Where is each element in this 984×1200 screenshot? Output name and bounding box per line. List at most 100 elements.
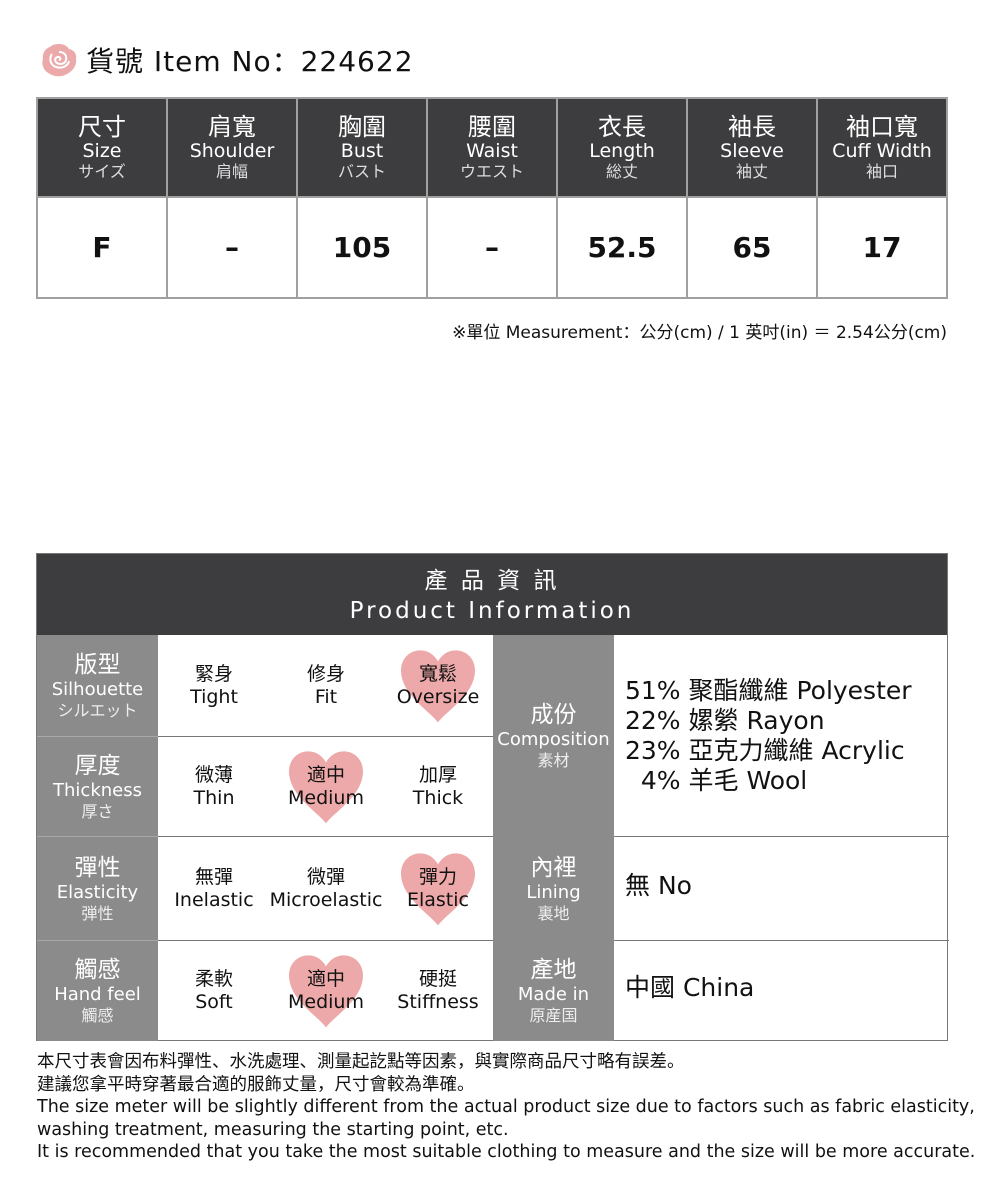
origin-label-zh: 產地: [530, 956, 577, 983]
column-header-jp: バスト: [337, 162, 386, 182]
option-zh: 適中: [306, 764, 345, 787]
attribute-option: 適中 Medium: [270, 941, 382, 1041]
column-header-en: Bust: [340, 140, 384, 163]
attribute-option: 緊身 Tight: [158, 635, 270, 737]
product-info-title-zh: 產 品 資 訊: [424, 568, 560, 594]
column-header: 腰圍 Waist ウエスト: [426, 97, 558, 198]
item-number-title: 貨號 Item No：224622: [40, 40, 414, 80]
attribute-option: 彈力 Elastic: [382, 837, 494, 941]
column-header-zh: 肩寬: [208, 112, 256, 141]
disclaimer-line: washing treatment, measuring the startin…: [37, 1119, 509, 1140]
attribute-label-jp: シルエット: [57, 701, 138, 720]
column-header-en: Sleeve: [720, 140, 784, 163]
attribute-label-en: Thickness: [53, 780, 142, 802]
row-divider: [37, 836, 158, 837]
composition-label-zh: 成份: [530, 701, 577, 728]
selected-heart-icon: [399, 648, 477, 730]
origin-label: 產地 Made in 原産国: [493, 941, 614, 1041]
composition-values: 51% 聚酯纖維 Polyester 22% 嫘縈 Rayon 23% 亞克力纖維 …: [625, 676, 912, 796]
disclaimer-line: 建議您拿平時穿著最合適的服飾丈量，尺寸會較為準確。: [37, 1074, 475, 1095]
measurement-note: ※單位 Measurement：公分(cm) / 1 英吋(in) ＝ 2.54…: [452, 323, 947, 343]
size-value: 52.5: [556, 196, 688, 299]
column-header-en: Waist: [466, 140, 518, 163]
attribute-option: 無彈 Inelastic: [158, 837, 270, 941]
composition-label-jp: 素材: [537, 751, 570, 770]
composition-line: 4% 羊毛 Wool: [625, 766, 808, 795]
product-info-header: 產 品 資 訊 Product Information: [37, 554, 947, 635]
attribute-option: 適中 Medium: [270, 737, 382, 837]
selected-heart-icon: [399, 851, 477, 933]
option-zh: 修身: [306, 663, 345, 686]
option-en: Elastic: [406, 889, 469, 911]
option-en: Soft: [195, 991, 233, 1013]
row-divider: [37, 736, 158, 737]
column-header: 尺寸 Size サイズ: [36, 97, 168, 198]
attribute-option: 加厚 Thick: [382, 737, 494, 837]
attribute-label-zh: 彈性: [74, 854, 121, 881]
column-header-jp: 総丈: [605, 162, 638, 182]
column-header-jp: 袖丈: [735, 162, 768, 182]
disclaimer-line: The size meter will be slightly differen…: [37, 1097, 975, 1117]
column-header-jp: ウエスト: [459, 162, 524, 182]
row-divider: [37, 940, 158, 941]
disclaimer: 本尺寸表會因布料彈性、水洗處理、測量起訖點等因素，與實際商品尺寸略有誤差。 建議…: [37, 1051, 975, 1164]
attribute-label: 版型 Silhouette シルエット: [37, 635, 158, 737]
option-zh: 微彈: [306, 866, 345, 889]
column-header-zh: 衣長: [598, 112, 646, 141]
lining-value: 無 No: [625, 871, 692, 900]
attribute-label-zh: 厚度: [74, 752, 121, 779]
column-header: 袖口寬 Cuff Width 袖口: [816, 97, 948, 198]
attribute-label-en: Silhouette: [51, 679, 144, 701]
option-zh: 微薄: [194, 764, 233, 787]
option-en: Oversize: [396, 686, 480, 708]
column-header: 肩寬 Shoulder 肩幅: [166, 97, 298, 198]
option-zh: 寬鬆: [418, 663, 457, 686]
column-header-en: Shoulder: [189, 140, 275, 163]
product-information-table: 產 品 資 訊 Product Information 版型 Silhouette…: [36, 553, 949, 1041]
option-zh: 硬挺: [418, 968, 457, 991]
attribute-option: 微薄 Thin: [158, 737, 270, 837]
column-header: 胸圍 Bust バスト: [296, 97, 428, 198]
option-zh: 彈力: [418, 866, 457, 889]
attribute-label-jp: 厚さ: [81, 802, 114, 821]
selected-heart-icon: [287, 749, 365, 831]
column-header-zh: 尺寸: [78, 112, 126, 141]
composition-label-en: Composition: [497, 729, 610, 751]
size-value: F: [36, 196, 168, 299]
selected-heart-icon: [287, 953, 365, 1035]
lining-label-jp: 裏地: [537, 904, 570, 923]
product-info-title-en: Product Information: [349, 598, 635, 624]
option-en: Microelastic: [269, 889, 383, 911]
size-value: 105: [296, 196, 428, 299]
attribute-label-zh: 版型: [74, 651, 121, 678]
column-header-zh: 腰圍: [468, 112, 516, 141]
lining-label-en: Lining: [526, 882, 581, 904]
column-header-jp: 袖口: [865, 162, 898, 182]
attribute-label-jp: 弾性: [81, 904, 114, 923]
option-zh: 柔軟: [194, 968, 233, 991]
row-divider: [614, 940, 949, 941]
origin-value: 中國 China: [625, 973, 755, 1002]
composition-line: 23% 亞克力纖維 Acrylic: [625, 736, 905, 765]
column-header-en: Size: [82, 140, 122, 163]
column-header-jp: 肩幅: [215, 162, 248, 182]
option-zh: 適中: [306, 968, 345, 991]
row-divider: [158, 736, 493, 737]
option-en: Stiffness: [397, 991, 479, 1013]
option-en: Inelastic: [174, 889, 254, 911]
attribute-label: 厚度 Thickness 厚さ: [37, 737, 158, 837]
column-header-zh: 袖口寬: [846, 112, 918, 141]
disclaimer-line: It is recommended that you take the most…: [37, 1142, 976, 1162]
column-header-en: Cuff Width: [832, 140, 932, 163]
composition-label: 成份 Composition 素材: [493, 635, 614, 837]
column-header: 袖長 Sleeve 袖丈: [686, 97, 818, 198]
attribute-option: 微彈 Microelastic: [269, 837, 383, 941]
size-value: –: [426, 196, 558, 299]
attribute-option: 硬挺 Stiffness: [382, 941, 494, 1041]
row-divider: [158, 836, 493, 837]
composition-line: 51% 聚酯纖維 Polyester: [625, 676, 912, 705]
attribute-option: 寬鬆 Oversize: [382, 635, 494, 737]
size-value: 65: [686, 196, 818, 299]
option-en: Medium: [288, 787, 364, 809]
column-header: 衣長 Length 総丈: [556, 97, 688, 198]
